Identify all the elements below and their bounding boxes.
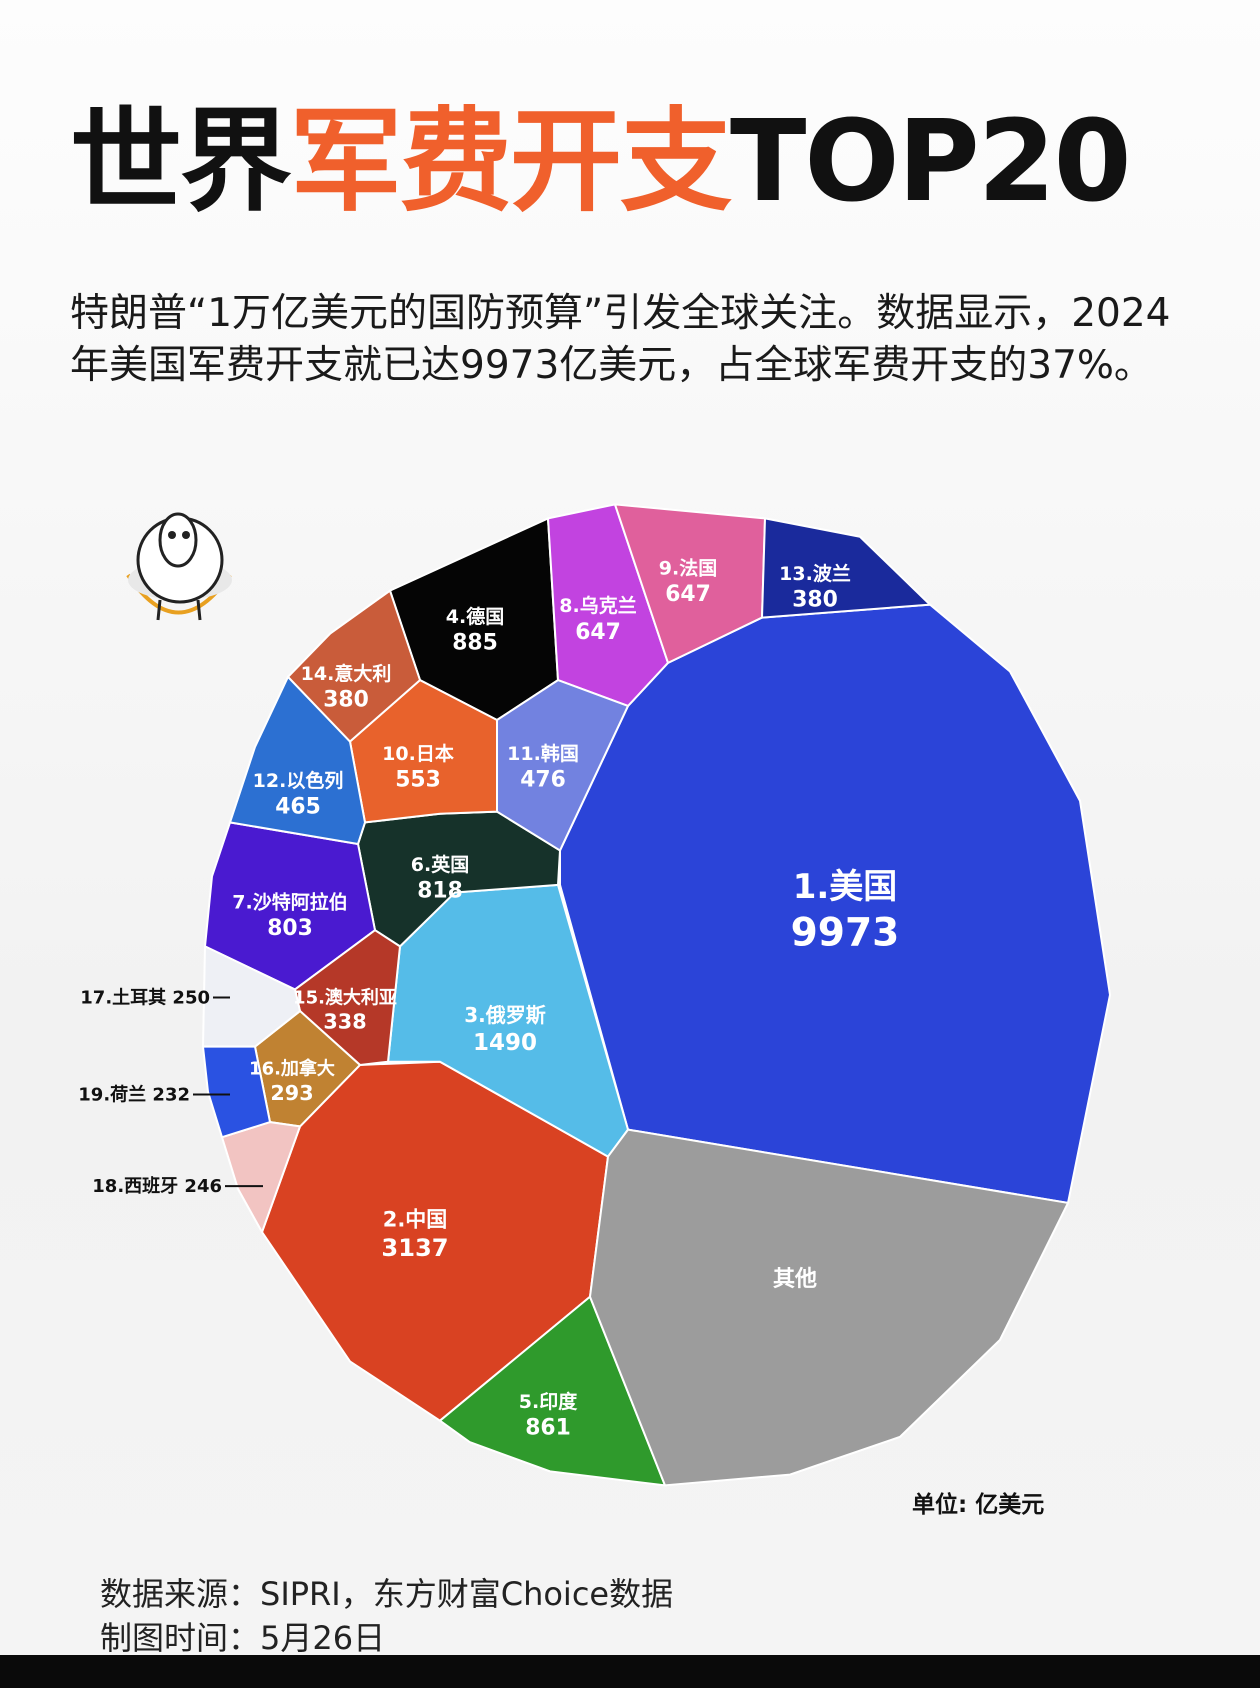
cell-label: 5.印度 [519, 1390, 578, 1413]
cell-label: 2.中国 [383, 1208, 448, 1232]
cell-label: 6.英国 [411, 853, 469, 876]
outside-label: 17.土耳其 250 [80, 988, 210, 1009]
cell-8 [546, 503, 670, 708]
cell-value: 647 [665, 582, 711, 607]
cell-value: 380 [323, 688, 369, 713]
outside-label: 18.西班牙 246 [92, 1176, 222, 1197]
cell-label: 其他 [773, 1267, 817, 1292]
cell-value: 553 [395, 767, 441, 792]
cell-value: 476 [520, 767, 566, 792]
chart-date: 制图时间：5月26日 [100, 1619, 386, 1657]
cell-value: 885 [452, 631, 498, 656]
cell-value: 1490 [473, 1030, 537, 1056]
unit-label: 单位: 亿美元 [912, 1491, 1044, 1518]
cell-value: 803 [267, 916, 313, 941]
cell-14 [286, 589, 422, 743]
cell-label: 1.美国 [793, 867, 898, 907]
cell-11 [496, 678, 630, 852]
cell-value: 465 [275, 794, 321, 819]
cell-label: 4.德国 [446, 605, 504, 628]
title-part-2: 军费开支 [290, 97, 732, 227]
cell-label: 14.意大利 [301, 662, 392, 685]
cell-label: 9.法国 [659, 556, 717, 579]
cell-label: 13.波兰 [779, 562, 851, 585]
cell-value: 338 [323, 1010, 366, 1034]
cell-value: 861 [525, 1415, 571, 1440]
cell-19 [201, 1045, 272, 1139]
title-part-3: TOP20 [730, 97, 1132, 227]
cell-label: 8.乌克兰 [559, 594, 636, 617]
subtitle: 特朗普“1万亿美元的国防预算”引发全球关注。数据显示，2024年美国军费开支就已… [70, 291, 1171, 388]
outside-label: 19.荷兰 232 [78, 1084, 190, 1106]
cell-value: 818 [417, 879, 463, 904]
data-source: 数据来源：SIPRI，东方财富Choice数据 [100, 1575, 674, 1613]
cell-label: 7.沙特阿拉伯 [232, 891, 347, 914]
bottom-bar [0, 1655, 1260, 1688]
cell-value: 293 [270, 1081, 313, 1105]
footer: 数据来源：SIPRI，东方财富Choice数据 制图时间：5月26日 [100, 1572, 673, 1660]
cell-5 [438, 1295, 667, 1487]
sheep-jump-rope-icon [126, 512, 232, 621]
cell-label: 16.加拿大 [249, 1058, 335, 1080]
cell-17 [201, 944, 302, 1048]
cell-label: 11.韩国 [507, 742, 579, 765]
cell-label: 12.以色列 [253, 769, 344, 792]
cell-13 [760, 517, 933, 619]
cell-value: 647 [575, 620, 621, 645]
cell-label: 15.澳大利亚 [293, 987, 397, 1009]
title-part-1: 世界 [70, 97, 292, 227]
page-title: 世界军费开支TOP20 [70, 95, 1132, 229]
cell-value: 380 [792, 587, 838, 612]
cell-value: 9973 [791, 910, 900, 955]
cell-value: 3137 [381, 1234, 448, 1262]
cell-20 [588, 1128, 1070, 1487]
cell-label: 3.俄罗斯 [464, 1003, 546, 1027]
cell-label: 10.日本 [382, 742, 454, 765]
